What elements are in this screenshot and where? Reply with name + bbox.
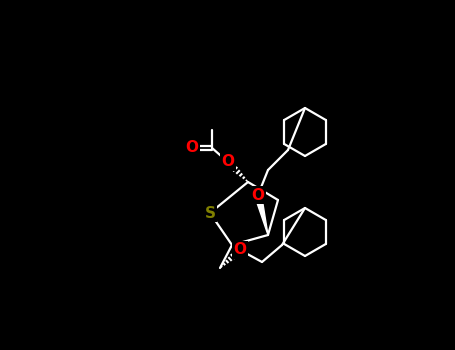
Text: O: O <box>186 140 198 155</box>
Text: O: O <box>233 243 247 258</box>
Text: S: S <box>204 205 216 220</box>
Text: O: O <box>252 188 264 203</box>
Polygon shape <box>255 194 268 235</box>
Text: O: O <box>222 154 234 169</box>
